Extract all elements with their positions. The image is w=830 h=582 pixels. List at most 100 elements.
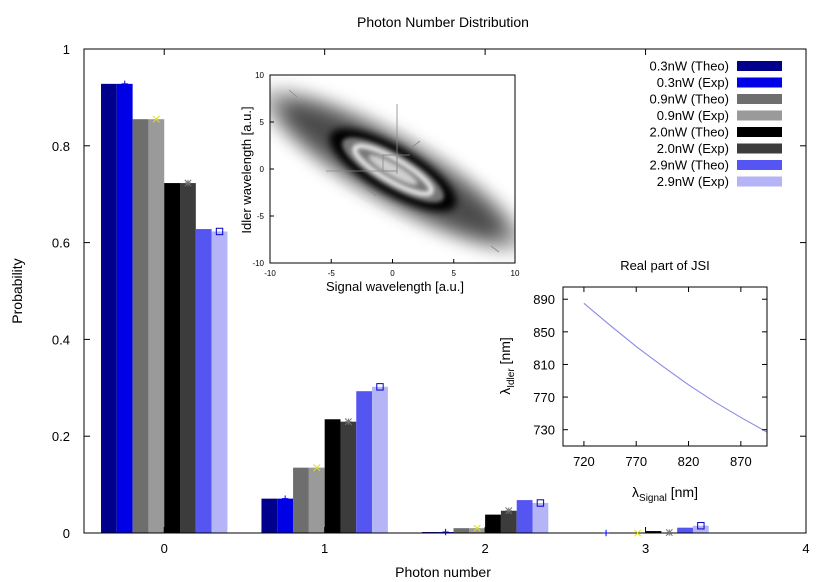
bar-0-3nw-theo--1 — [261, 498, 278, 533]
marker-2-0nw-exp--0 — [184, 179, 192, 187]
inset2-y-label: λIdler [nm] — [497, 337, 517, 395]
chart-title: Photon Number Distribution — [357, 14, 529, 30]
inset2-y-tick-label-850: 850 — [533, 325, 555, 340]
inset1-y-tick-label--10: -10 — [252, 259, 264, 268]
marker-0-9nw-exp--0 — [152, 115, 160, 123]
bar-2-9nw-theo--2 — [516, 500, 533, 533]
bar-0-9nw-theo--0 — [132, 119, 149, 534]
main-chart: Photon Number Distribution 0 1 2 3 400.20.40… — [9, 14, 810, 580]
legend-label-2: 0.9nW (Theo) — [650, 92, 729, 107]
legend-swatch-2 — [737, 94, 782, 104]
inset2-x-tick-label-870: 870 — [730, 454, 752, 469]
bar-2-0nw-theo--2 — [485, 514, 501, 533]
inset1-x-tick-label-5: 5 — [452, 269, 457, 278]
bar-2-0nw-exp--2 — [500, 510, 517, 533]
inset2-y-tick-label-810: 810 — [533, 357, 555, 372]
inset1-y-tick-label-10: 10 — [255, 71, 264, 80]
bar-2-0nw-exp--1 — [340, 421, 357, 533]
jsi-real-line — [583, 302, 768, 433]
inset2-title: Real part of JSI — [620, 258, 710, 273]
inset1-x-tick-label-10: 10 — [511, 269, 520, 278]
bar-2-0nw-exp--0 — [180, 183, 196, 533]
legend-label-5: 2.0nW (Exp) — [657, 141, 729, 156]
bar-0-9nw-exp--0 — [148, 119, 165, 534]
x-axis-label: Photon number — [395, 564, 491, 580]
y-tick-label-0.4: 0.4 — [52, 332, 70, 347]
marker-0-9nw-exp--2 — [473, 524, 481, 532]
inset1-x-tick-label--10: -10 — [264, 269, 276, 278]
inset2-x-tick-label-770: 770 — [625, 454, 647, 469]
legend-swatch-3 — [737, 110, 782, 121]
marker-2-9nw-exp--0 — [215, 227, 224, 236]
x-tick-label-4: 4 — [802, 541, 809, 556]
marker-2-0nw-exp--3 — [665, 528, 673, 537]
legend-swatch-4 — [737, 127, 782, 137]
inset2-bg — [563, 287, 767, 446]
inset1-x-tick-label-0: 0 — [390, 269, 395, 278]
marker-2-9nw-exp--3 — [697, 522, 705, 530]
legend-swatch-0 — [737, 61, 782, 71]
marker-0-3nw-exp--3 — [602, 529, 610, 537]
legend-label-7: 2.9nW (Exp) — [657, 174, 729, 189]
bar-2-9nw-exp--1 — [372, 386, 388, 533]
marker-0-9nw-exp--1 — [313, 464, 321, 472]
legend-swatch-5 — [737, 143, 782, 154]
marker-2-9nw-exp--1 — [376, 383, 384, 391]
bar-2-9nw-theo--1 — [356, 391, 373, 533]
inset1-y-tick-label-0: 0 — [260, 165, 265, 174]
legend-label-4: 2.0nW (Theo) — [650, 125, 729, 140]
bar-0-9nw-theo--1 — [293, 467, 309, 533]
inset1-y-label: Idler wavelength [a.u.] — [239, 106, 254, 233]
legend: 0.3nW (Theo)0.3nW (Exp) 0.9nW (Theo)0.9nW… — [650, 59, 782, 189]
plot-frame — [83, 48, 807, 534]
bar-0-9nw-exp--1 — [308, 467, 325, 533]
marker-0-3nw-exp--1 — [281, 495, 289, 502]
jsi-heatmap-inset: -10 -5 0 5 10 -10 -5 0 5 10 Signal wavelength [a.… — [239, 71, 520, 294]
marker-0-3nw-exp--2 — [442, 528, 449, 536]
bar-0-3nw-exp--0 — [116, 83, 133, 533]
inset2-y-tick-label-730: 730 — [533, 423, 555, 438]
bar-0-3nw-exp--1 — [277, 498, 294, 533]
inset2-axis-ticks: 720 770 820 870 730 770 810 850 890 — [533, 287, 767, 469]
legend-label-3: 0.9nW (Exp) — [657, 108, 729, 123]
jsi-heatmap-image — [270, 89, 515, 253]
marker-2-9nw-exp--2 — [536, 499, 545, 507]
inset1-x-tick-label--5: -5 — [328, 269, 336, 278]
bar-2-0nw-theo--1 — [324, 419, 341, 533]
bar-2-0nw-theo--0 — [164, 183, 181, 533]
bar-2-0nw-theo--3 — [645, 531, 662, 533]
y-tick-label-0: 0 — [63, 526, 70, 541]
y-tick-label-0.6: 0.6 — [52, 236, 70, 251]
jsi-real-part-inset: Real part of JSI 720 770 820 870 730 770 810 85… — [497, 258, 768, 504]
marker-2-0nw-exp--2 — [505, 507, 513, 515]
bar-0-3nw-theo--0 — [101, 83, 117, 533]
axis-ticks: 0 1 2 3 4 0 0.2 0.4 0.6 0.8 1 — [52, 42, 810, 556]
inset2-x-tick-label-720: 720 — [573, 454, 595, 469]
legend-label-0: 0.3nW (Theo) — [650, 59, 729, 74]
y-tick-label-0.2: 0.2 — [52, 429, 70, 444]
bar-0-9nw-exp--2 — [469, 528, 486, 533]
y-tick-label-1: 1 — [63, 42, 70, 57]
legend-swatch-7 — [737, 176, 782, 187]
marker-0-3nw-exp--0 — [121, 80, 128, 88]
inset1-y-tick-label-5: 5 — [260, 118, 265, 127]
x-tick-label-2: 2 — [481, 541, 488, 556]
jsi-annotation-lines — [288, 89, 500, 253]
markers-layer — [121, 80, 705, 537]
bar-0-9nw-theo--2 — [453, 528, 470, 533]
bars-layer — [101, 83, 709, 534]
bar-2-9nw-theo--0 — [195, 229, 212, 534]
y-axis-label: Probability — [9, 258, 25, 323]
y-tick-label-0.8: 0.8 — [52, 139, 70, 154]
inset2-y-tick-label-770: 770 — [533, 390, 555, 405]
bar-2-9nw-exp--2 — [532, 502, 549, 533]
legend-label-1: 0.3nW (Exp) — [657, 75, 729, 90]
bar-2-9nw-exp--0 — [211, 231, 228, 533]
x-tick-label-0: 0 — [161, 541, 168, 556]
legend-swatch-6 — [737, 160, 782, 170]
inset2-x-label: λSignal [nm] — [632, 484, 698, 504]
x-tick-label-3: 3 — [642, 541, 649, 556]
legend-swatch-1 — [737, 77, 782, 88]
x-tick-label-1: 1 — [321, 541, 328, 556]
